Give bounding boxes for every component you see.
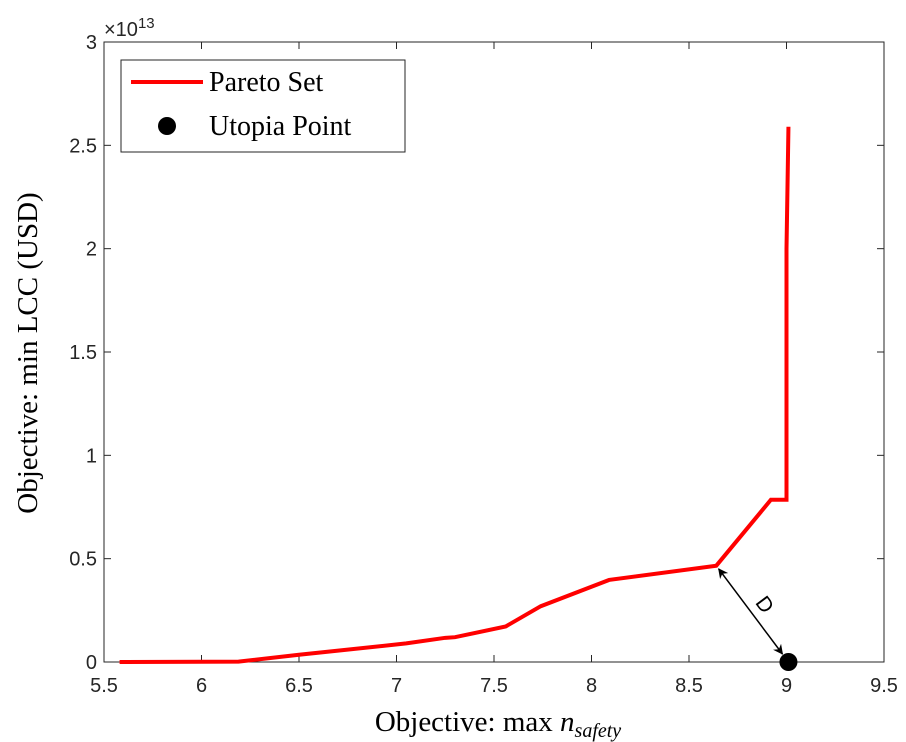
y-exponent-base: ×10 [104,19,138,41]
x-axis-label-var: n [560,706,575,738]
x-axis-label: Objective: max nsafety [375,706,621,742]
y-tick-label: 2.5 [69,135,97,157]
y-tick-label: 0.5 [69,549,97,571]
x-tick-label: 8.5 [675,675,703,697]
legend-label: Pareto Set [209,67,324,98]
y-tick-label: 3 [86,32,97,54]
x-tick-label: 9 [781,675,792,697]
x-tick-label: 6.5 [285,675,313,697]
x-tick-label: 9.5 [870,675,898,697]
pareto-set-line [119,126,791,664]
distance-arrow [718,568,784,655]
legend-box [120,59,406,153]
x-tick-label: 8 [586,675,597,697]
x-axis-label-main: Objective: max [375,706,560,738]
y-tick-label: 1.5 [69,342,97,364]
y-tick-label: 2 [86,239,97,261]
y-tick-label: 1 [86,445,97,467]
utopia-point-marker [779,653,798,671]
y-tick-label: 0 [86,652,97,674]
x-axis-label-sub: safety [575,720,622,742]
legend-swatch-utopia-point [158,117,176,135]
x-tick-label: 5.5 [90,675,118,697]
x-tick-label: 7.5 [480,675,508,697]
y-exponent-power: 13 [138,15,155,32]
y-axis-label: Objective: min LCC (USD) [12,192,44,513]
x-tick-label: 7 [391,675,402,697]
y-exponent-label: ×1013 [104,15,155,41]
legend: Pareto Set Utopia Point [120,59,406,153]
legend-label: Utopia Point [209,111,352,142]
x-tick-label: 6 [196,675,207,697]
